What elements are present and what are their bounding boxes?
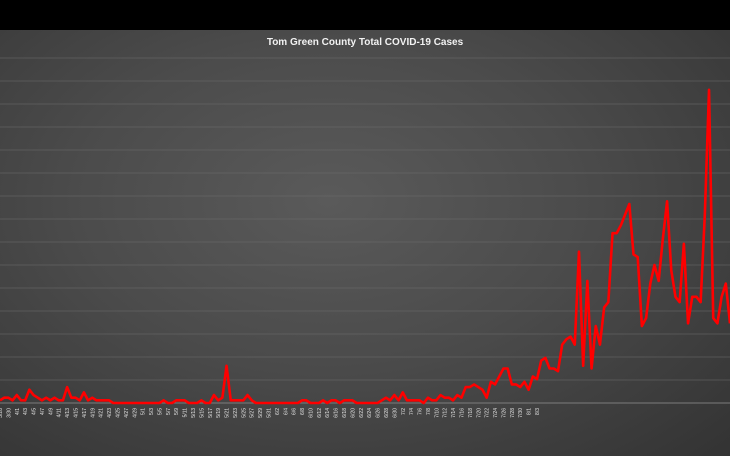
- x-tick-label: 4/29: [132, 408, 138, 418]
- x-tick-label: 6/2: [275, 408, 281, 415]
- chart-title: Tom Green County Total COVID-19 Cases: [266, 37, 464, 48]
- x-tick-label: 6/20: [350, 408, 356, 418]
- x-tick-label: 6/28: [384, 408, 390, 418]
- x-tick-label: 4/7: [40, 408, 46, 415]
- x-tick-label: 6/22: [359, 408, 365, 418]
- x-tick-label: 7/16: [459, 408, 465, 418]
- x-tick-label: 7/10: [434, 408, 440, 418]
- series-line: [0, 88, 730, 405]
- x-tick-label: 4/3: [23, 408, 29, 415]
- x-tick-label: 6/10: [308, 408, 314, 418]
- x-tick-label: 5/21: [225, 408, 231, 418]
- x-tick-label: 7/30: [518, 408, 524, 418]
- x-tick-label: 7/26: [501, 408, 507, 418]
- x-tick-label: 4/19: [90, 408, 96, 418]
- x-tick-label: 3/28: [0, 408, 4, 418]
- x-tick-label: 5/11: [183, 408, 189, 418]
- x-tick-label: 5/19: [216, 408, 222, 418]
- x-tick-label: 7/24: [493, 408, 499, 418]
- plot-area: [0, 30, 730, 456]
- x-tick-label: 4/11: [57, 408, 63, 418]
- x-tick-label: 4/17: [82, 408, 88, 418]
- x-tick-label: 6/12: [317, 408, 323, 418]
- x-tick-label: 6/16: [334, 408, 340, 418]
- x-tick-label: 7/4: [409, 408, 415, 415]
- x-tick-label: 5/17: [208, 408, 214, 418]
- x-tick-label: 6/18: [342, 408, 348, 418]
- x-tick-label: 8/3: [535, 408, 541, 415]
- x-tick-label: 6/24: [367, 408, 373, 418]
- x-tick-label: 6/26: [376, 408, 382, 418]
- x-tick-label: 7/28: [510, 408, 516, 418]
- x-tick-label: 3/30: [6, 408, 12, 418]
- x-tick-label: 5/5: [157, 408, 163, 415]
- x-tick-label: 4/9: [48, 408, 54, 415]
- x-tick-label: 4/5: [32, 408, 38, 415]
- x-tick-label: 4/27: [124, 408, 130, 418]
- x-tick-label: 5/15: [199, 408, 205, 418]
- x-tick-label: 5/13: [191, 408, 197, 418]
- x-tick-label: 7/22: [485, 408, 491, 418]
- x-tick-label: 6/6: [292, 408, 298, 415]
- x-tick-label: 5/29: [258, 408, 264, 418]
- x-tick-label: 7/12: [443, 408, 449, 418]
- x-tick-label: 5/3: [149, 408, 155, 415]
- x-tick-label: 5/27: [250, 408, 256, 418]
- x-tick-label: 7/18: [468, 408, 474, 418]
- x-tick-label: 4/1: [15, 408, 21, 415]
- x-tick-label: 4/23: [107, 408, 113, 418]
- x-tick-label: 6/8: [300, 408, 306, 415]
- x-tick-label: 6/4: [283, 408, 289, 415]
- x-tick-label: 4/21: [99, 408, 105, 418]
- x-tick-label: 7/14: [451, 408, 457, 418]
- x-tick-label: 5/23: [233, 408, 239, 418]
- x-tick-label: 5/31: [267, 408, 273, 418]
- x-tick-label: 7/20: [476, 408, 482, 418]
- x-tick-label: 5/7: [166, 408, 172, 415]
- x-tick-label: 5/9: [174, 408, 180, 415]
- x-tick-label: 5/1: [141, 408, 147, 415]
- x-tick-label: 6/30: [392, 408, 398, 418]
- x-tick-label: 4/25: [115, 408, 121, 418]
- x-tick-label: 6/14: [325, 408, 331, 418]
- x-tick-label: 7/6: [418, 408, 424, 415]
- x-tick-label: 7/2: [401, 408, 407, 415]
- x-tick-label: 4/13: [65, 408, 71, 418]
- x-tick-label: 4/15: [74, 408, 80, 418]
- x-tick-label: 5/25: [241, 408, 247, 418]
- x-tick-label: 7/8: [426, 408, 432, 415]
- x-tick-label: 8/1: [527, 408, 533, 415]
